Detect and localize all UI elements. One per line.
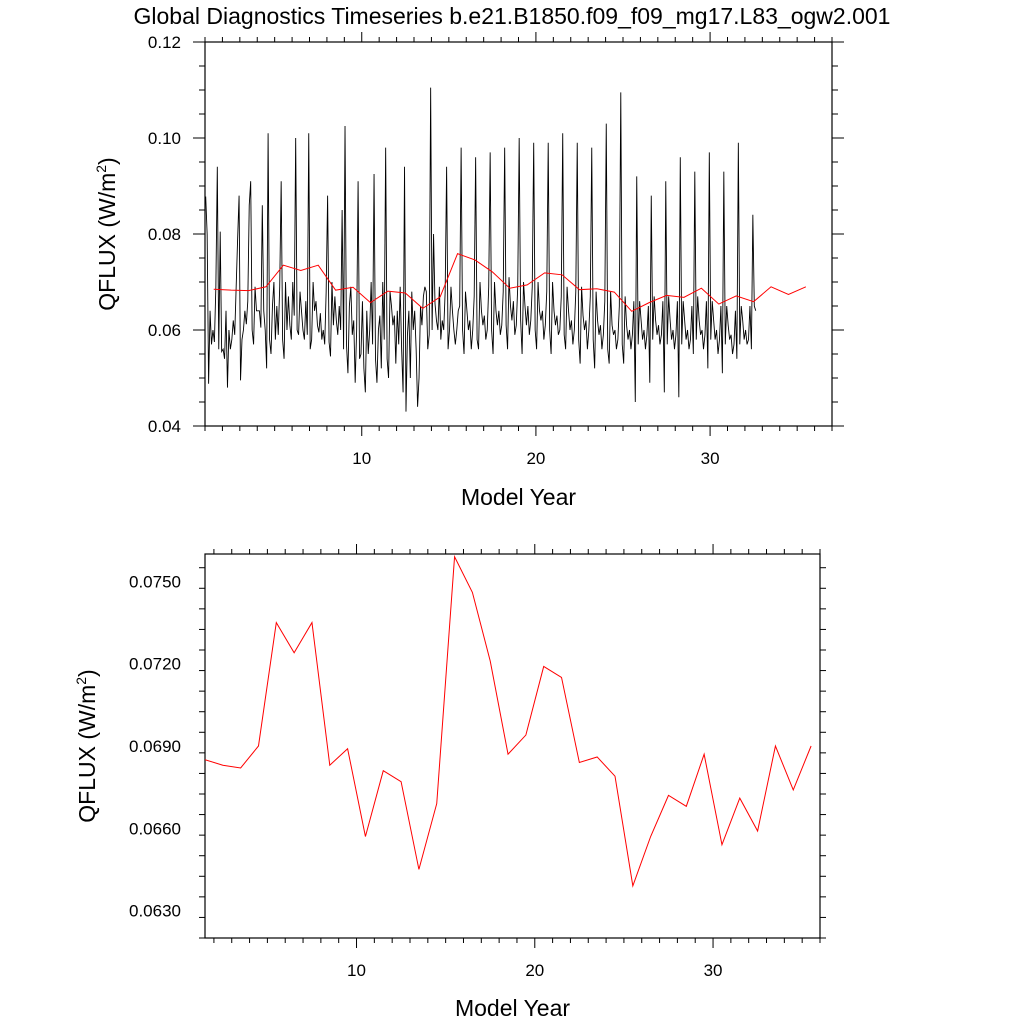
top-series-annual-mean: [213, 253, 807, 312]
bottom-y-tick-label: 0.0720: [129, 655, 181, 674]
top-y-axis-label: QFLUX (W/m2): [93, 157, 120, 310]
top-panel: 10 20 30 0.04 0.06 0.08 0.10 0.12 Model Year QFLU…: [93, 32, 844, 510]
bottom-x-tick-label: 30: [704, 961, 723, 980]
top-y-tick-label: 0.08: [148, 225, 181, 244]
bottom-y-axis-label: QFLUX (W/m2): [73, 669, 100, 822]
bottom-x-tick-label: 20: [525, 961, 544, 980]
bottom-y-tick-label: 0.0690: [129, 737, 181, 756]
top-y-tick-label: 0.06: [148, 321, 181, 340]
top-y-tick-label: 0.10: [148, 129, 181, 148]
top-x-tick-label: 10: [352, 449, 371, 468]
bottom-y-tick-label: 0.0630: [129, 902, 181, 921]
top-y-tick-label: 0.12: [148, 33, 181, 52]
top-x-tick-label: 20: [526, 449, 545, 468]
top-y-tick-label: 0.04: [148, 417, 181, 436]
bottom-series-annual-mean: [205, 554, 812, 888]
top-x-tick-label: 30: [701, 449, 720, 468]
top-x-axis-label: Model Year: [461, 484, 576, 510]
bottom-x-axis-label: Model Year: [455, 995, 570, 1021]
bottom-x-tick-label: 10: [347, 961, 366, 980]
figure-title: Global Diagnostics Timeseries b.e21.B185…: [134, 3, 891, 29]
bottom-y-tick-label: 0.0750: [129, 572, 181, 591]
bottom-y-tick-label: 0.0660: [129, 819, 181, 838]
top-series-monthly: [205, 87, 757, 412]
bottom-panel: 10 20 30 0.0630 0.0660 0.0690 0.0720 0.0750 Mode…: [73, 544, 826, 1021]
bottom-plot-frame: [204, 553, 821, 939]
